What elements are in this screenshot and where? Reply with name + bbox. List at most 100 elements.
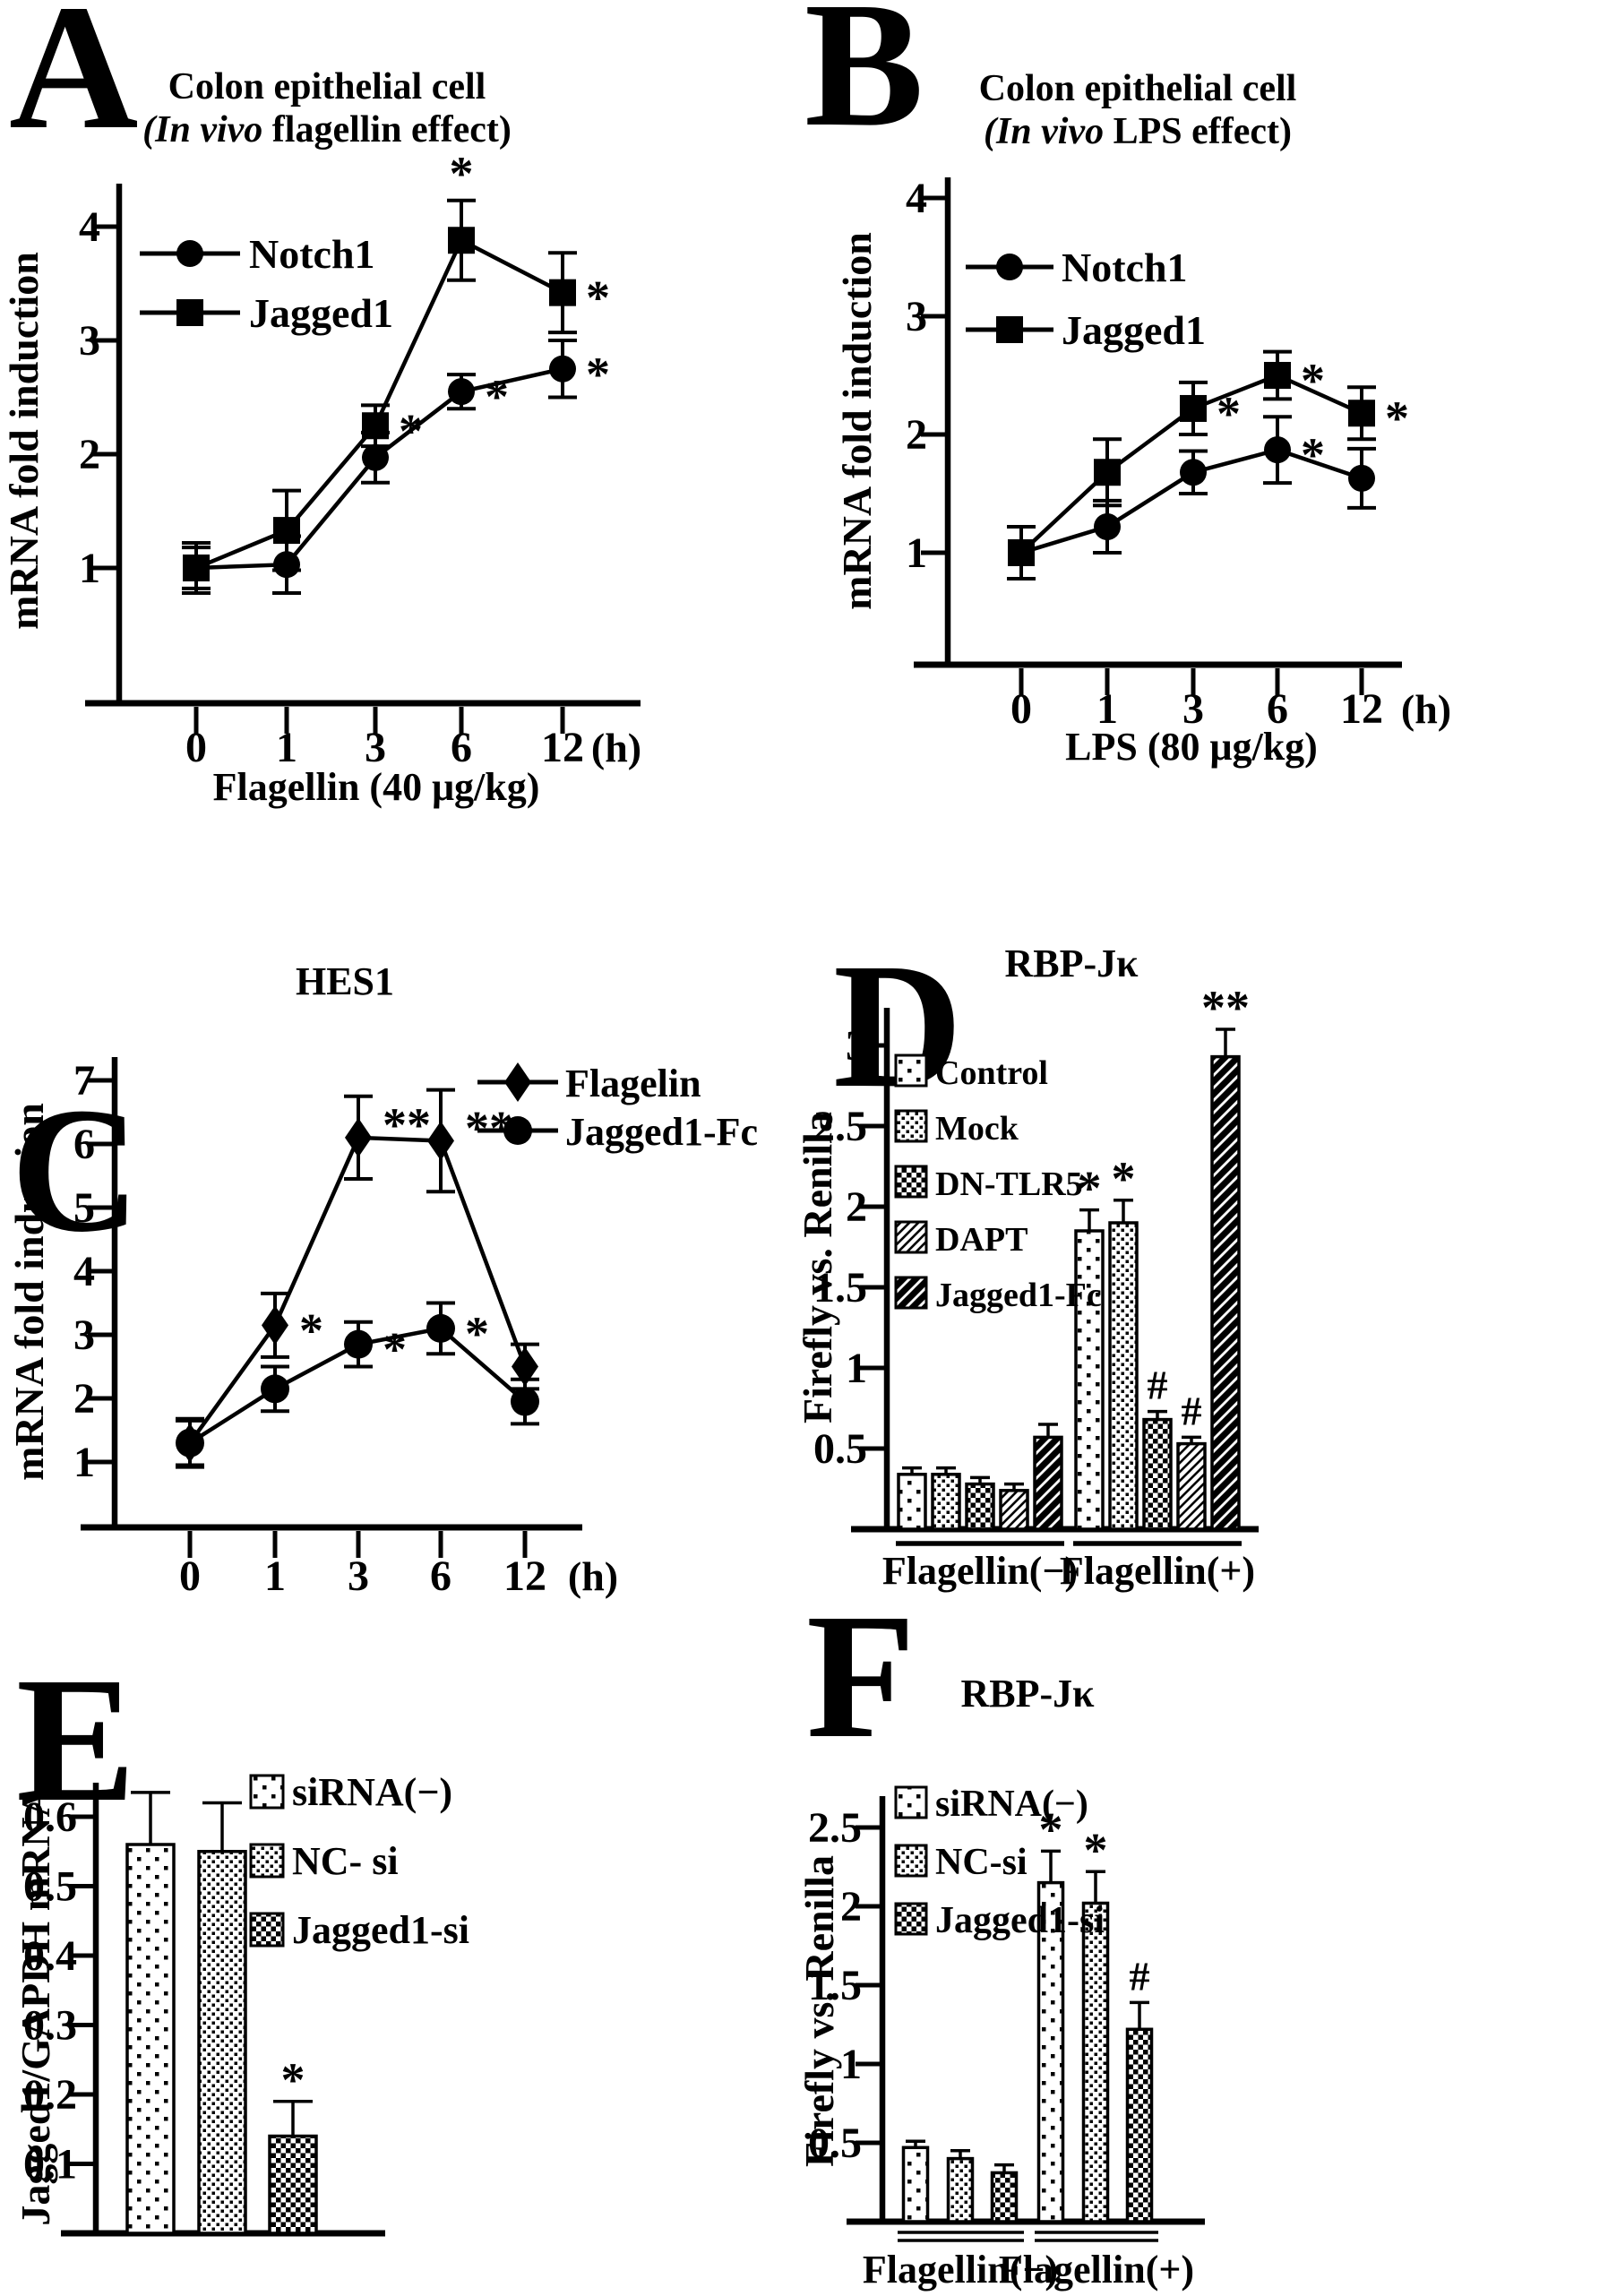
significance-annotation: * — [1078, 1162, 1102, 1216]
bar-jagged1-fc — [1033, 1435, 1063, 1531]
y-tick-label: 0.5 — [808, 2120, 862, 2167]
circle-marker — [1008, 539, 1035, 566]
legend-label: Notch1 — [249, 231, 375, 277]
legend-item: Mock — [894, 1109, 1019, 1148]
y-tick-label: 4 — [79, 203, 100, 251]
diamond-marker — [427, 1121, 454, 1161]
bar-control — [897, 1473, 927, 1531]
error-bar — [1086, 1870, 1105, 1904]
square-marker — [549, 279, 576, 306]
bar-dapt — [999, 1489, 1029, 1531]
diamond-marker — [345, 1117, 372, 1157]
x-tick-label: 3 — [365, 724, 386, 771]
y-tick-label: 0.4 — [23, 1932, 77, 1980]
bar-jagged1-fc — [1210, 1054, 1241, 1531]
circle-marker — [549, 355, 576, 383]
error-bar — [1182, 1435, 1201, 1444]
significance-annotation: * — [1385, 391, 1409, 445]
significance-annotation: * — [383, 1323, 407, 1377]
chart-title: (In vivo flagellin effect) — [142, 109, 512, 150]
error-bar — [1114, 1199, 1133, 1223]
bar-control — [1074, 1229, 1105, 1531]
y-tick-label: 4 — [906, 175, 927, 222]
y-tick-label: 3 — [846, 1022, 867, 1070]
y-tick-label: 5 — [73, 1184, 95, 1232]
circle-marker — [183, 555, 210, 581]
circle-marker — [448, 378, 475, 406]
error-bar — [950, 2149, 970, 2159]
legend-label: NC- si — [292, 1839, 399, 1883]
y-tick-label: 4 — [73, 1248, 95, 1295]
y-tick-label: 1 — [79, 545, 100, 592]
significance-annotation: * — [450, 147, 474, 201]
circle-marker — [1180, 459, 1207, 486]
significance-annotation: * — [586, 271, 610, 325]
error-bar — [1148, 1409, 1167, 1420]
panel-letter: C — [11, 1071, 140, 1269]
x-tick-label: 0 — [179, 1552, 201, 1600]
legend-label: Jagged1 — [1062, 307, 1206, 353]
x-tick-label: 1 — [1096, 685, 1118, 733]
circle-marker — [273, 551, 300, 579]
circle-marker — [511, 1387, 539, 1416]
chart-title: Colon epithelial cell — [979, 68, 1297, 109]
diamond-marker — [512, 1346, 538, 1387]
error-bar — [1130, 2000, 1149, 2030]
legend-item: Jagged1-Fc — [477, 1110, 758, 1154]
x-tick-label: 3 — [348, 1552, 369, 1600]
chart-title: RBP-Jκ — [1004, 942, 1139, 985]
x-tick-label: 12 — [503, 1552, 546, 1600]
circle-marker — [1348, 464, 1375, 492]
circle-marker — [344, 1329, 373, 1359]
circle-marker — [362, 443, 389, 471]
series-line — [188, 1135, 528, 1445]
square-marker — [1180, 394, 1207, 422]
bar-nc-si — [1081, 1901, 1110, 2223]
error-bar — [902, 1466, 922, 1475]
y-axis-label: Firefly vs. Renilla — [795, 1112, 840, 1423]
y-tick-label: 1.5 — [813, 1264, 867, 1311]
y-tick-label: 0.5 — [813, 1425, 867, 1473]
error-bar — [131, 1791, 170, 1845]
legend-label: NC-si — [935, 1842, 1028, 1883]
legend-label: Control — [935, 1054, 1048, 1092]
error-bar — [936, 1466, 956, 1475]
square-marker — [448, 227, 475, 254]
x-axis-label: Flagellin (40 μg/kg) — [213, 765, 540, 809]
significance-annotation: ** — [383, 1098, 431, 1152]
y-tick-label: 0.3 — [23, 2002, 77, 2050]
group-label: Flagellin(−) — [882, 1549, 1078, 1593]
panel-b: B Colon epithelial cell(In vivo LPS effec… — [804, 0, 1451, 769]
panel-letter: E — [16, 1641, 135, 1839]
significance-annotation: * — [1217, 387, 1241, 441]
legend-item: Notch1 — [140, 231, 375, 277]
significance-annotation: * — [1301, 354, 1325, 408]
error-bar — [1038, 1423, 1058, 1438]
bar-jagged1-si — [990, 2171, 1019, 2223]
chart-title: (In vivo LPS effect) — [984, 111, 1292, 152]
bar-group-1: Flagellin(−) — [863, 2139, 1058, 2292]
y-axis-label: Firefly vs. Renilla — [796, 1855, 842, 2167]
group-label: Flagellin(−) — [863, 2248, 1058, 2292]
error-bar — [273, 2100, 313, 2137]
y-tick-label: 1 — [73, 1439, 95, 1486]
legend-item: Notch1 — [966, 245, 1188, 290]
legend-diamond-marker — [504, 1062, 531, 1102]
error-bar — [994, 2163, 1014, 2173]
significance-annotation: * — [1084, 1823, 1108, 1877]
legend-label: Jagged1-si — [935, 1900, 1105, 1941]
legend-item: Jagged1 — [966, 307, 1206, 353]
y-tick-label: 7 — [73, 1057, 95, 1105]
legend-item: Jagged1-si — [249, 1908, 469, 1952]
significance-annotation: * — [1112, 1152, 1136, 1206]
x-tick-label: 1 — [276, 724, 297, 771]
bar-nc-si — [946, 2156, 975, 2223]
legend-swatch-dots-sparse — [894, 1053, 928, 1088]
y-tick-label: 0.6 — [23, 1793, 77, 1841]
series-notch1: * * — [182, 339, 610, 595]
y-tick-label: 2 — [73, 1375, 95, 1423]
circle-marker — [176, 1428, 204, 1458]
